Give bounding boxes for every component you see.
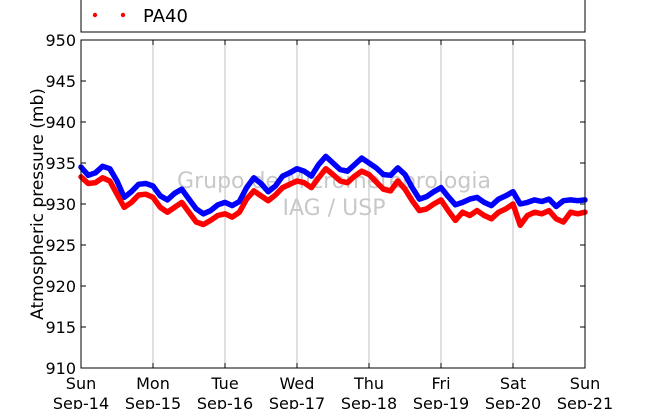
x-tick-label-day: Thu	[353, 374, 384, 393]
x-tick-label-day: Tue	[210, 374, 238, 393]
y-tick-label: 920	[45, 277, 76, 296]
watermark-line-2: IAG / USP	[283, 196, 386, 221]
y-axis: 910 915 920 925 930 935 940 945 950	[45, 31, 585, 378]
y-axis-label: Atmospheric pressure (mb)	[28, 88, 48, 320]
x-tick-label-day: Sun	[570, 374, 600, 393]
x-tick-label-date: Sep-15	[125, 394, 181, 409]
y-tick-label: 925	[45, 236, 76, 255]
x-tick-label-date: Sep-20	[485, 394, 541, 409]
x-tick-label-day: Fri	[431, 374, 450, 393]
watermark: Grupo de Micrometeorologia IAG / USP	[177, 169, 491, 221]
plot-area	[81, 40, 585, 368]
x-tick-label-date: Sep-18	[341, 394, 397, 409]
x-tick-label-day: Wed	[280, 374, 315, 393]
data-series	[78, 153, 588, 229]
legend: PA40	[80, 0, 586, 33]
legend-marker-dot	[92, 12, 98, 18]
x-tick-label-date: Sep-19	[413, 394, 469, 409]
legend-marker-dot	[120, 12, 126, 18]
legend-frame	[80, 0, 586, 33]
x-tick-label-date: Sep-14	[53, 394, 109, 409]
x-tick-label-day: Sat	[500, 374, 526, 393]
y-tick-label: 935	[45, 154, 76, 173]
y-tick-label: 915	[45, 318, 76, 337]
y-tick-label: 945	[45, 72, 76, 91]
x-tick-label-day: Mon	[136, 374, 170, 393]
y-tick-label: 930	[45, 195, 76, 214]
y-tick-label: 940	[45, 113, 76, 132]
x-tick-label-day: Sun	[66, 374, 96, 393]
series-line-1	[78, 165, 588, 229]
x-tick-label-date: Sep-21	[557, 394, 613, 409]
series-line-0	[78, 153, 588, 217]
y-tick-label: 910	[45, 359, 76, 378]
y-tick-label: 950	[45, 31, 76, 50]
legend-label: PA40	[143, 6, 188, 27]
x-tick-label-date: Sep-16	[197, 394, 253, 409]
x-tick-label-date: Sep-17	[269, 394, 325, 409]
x-axis: SunSep-14MonSep-15TueSep-16WedSep-17ThuS…	[53, 40, 613, 413]
